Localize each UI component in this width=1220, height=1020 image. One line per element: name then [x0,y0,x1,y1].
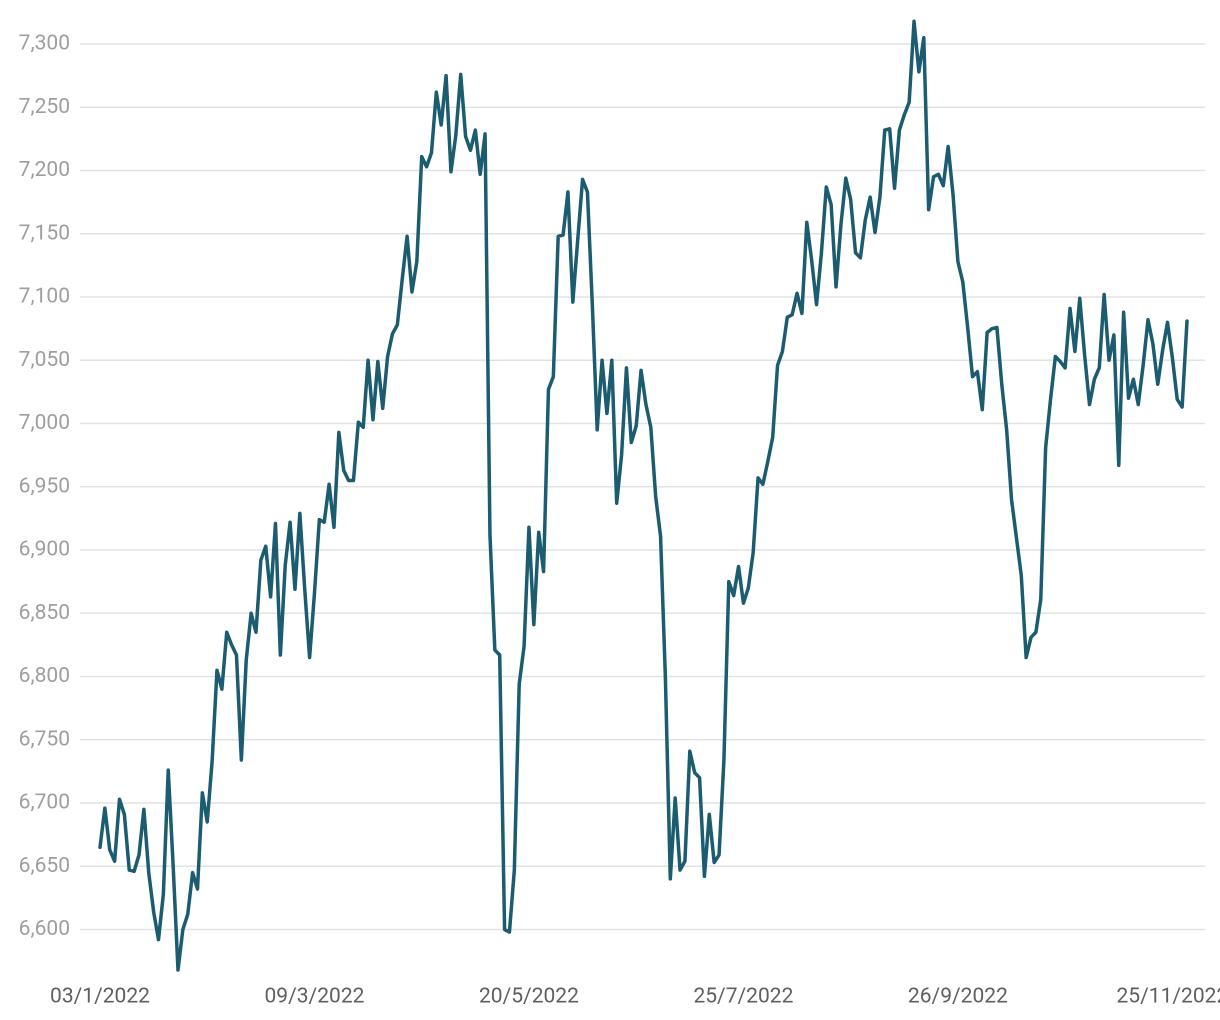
x-tick-label: 20/5/2022 [479,985,579,1009]
y-tick-label: 6,950 [19,474,70,498]
y-tick-label: 7,150 [19,221,70,245]
y-tick-label: 6,750 [19,727,70,751]
y-tick-label: 6,650 [19,854,70,878]
x-tick-label: 03/1/2022 [50,985,150,1009]
x-tick-label: 25/7/2022 [693,985,793,1009]
y-tick-label: 7,200 [19,158,70,182]
y-tick-label: 7,250 [19,95,70,119]
y-tick-label: 6,600 [19,917,70,941]
y-tick-label: 6,850 [19,601,70,625]
x-tick-label: 26/9/2022 [908,985,1008,1009]
y-tick-label: 6,700 [19,791,70,815]
y-tick-label: 6,900 [19,538,70,562]
y-tick-label: 7,050 [19,348,70,372]
y-tick-label: 7,100 [19,285,70,309]
y-tick-label: 7,000 [19,411,70,435]
x-tick-label: 09/3/2022 [264,985,364,1009]
y-tick-label: 7,300 [19,32,70,56]
y-tick-label: 6,800 [19,664,70,688]
line-series [98,19,1189,972]
x-tick-label: 25/11/2022 [1117,985,1220,1009]
